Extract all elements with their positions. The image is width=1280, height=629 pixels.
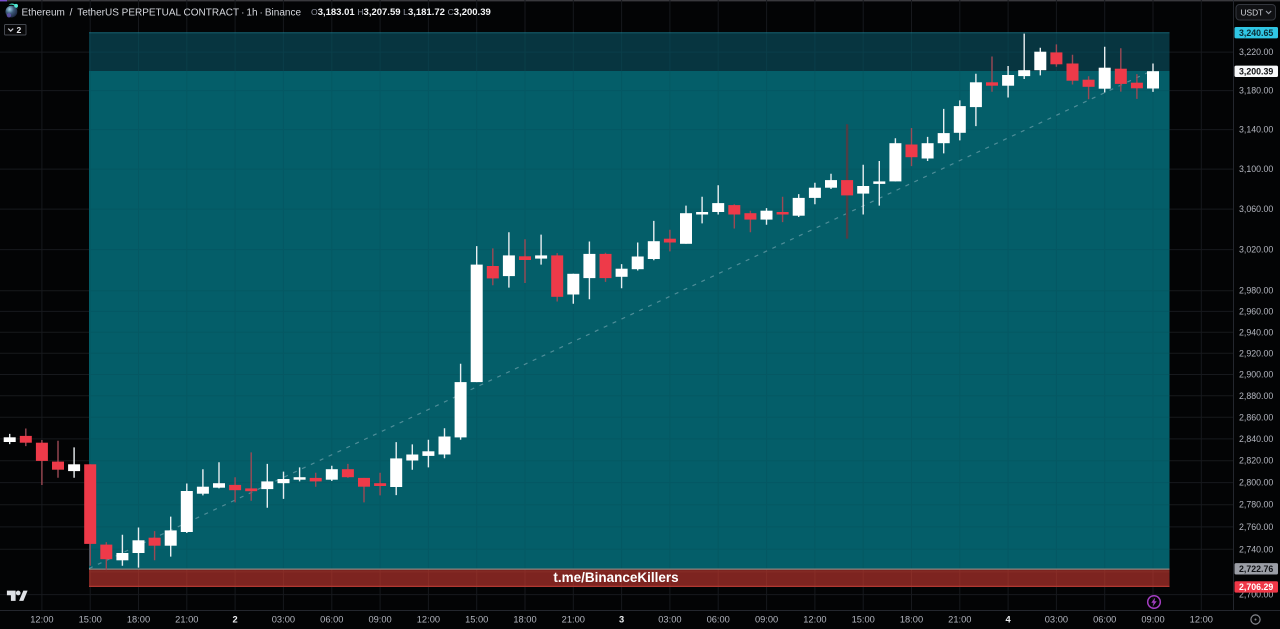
svg-text:12:00: 12:00 (803, 615, 826, 625)
svg-text:2: 2 (233, 615, 238, 625)
svg-text:09:00: 09:00 (368, 615, 391, 625)
svg-text:06:00: 06:00 (707, 615, 730, 625)
svg-text:2,706.29: 2,706.29 (1239, 582, 1273, 592)
svg-text:21:00: 21:00 (562, 615, 585, 625)
svg-text:06:00: 06:00 (1093, 615, 1116, 625)
svg-text:t.me/BinanceKillers: t.me/BinanceKillers (553, 570, 678, 585)
svg-text:18:00: 18:00 (513, 615, 536, 625)
svg-text:2,920.00: 2,920.00 (1239, 348, 1273, 358)
svg-text:15:00: 15:00 (852, 615, 875, 625)
svg-text:3,240.65: 3,240.65 (1239, 28, 1273, 38)
svg-text:2,880.00: 2,880.00 (1239, 391, 1273, 401)
svg-text:18:00: 18:00 (900, 615, 923, 625)
svg-text:12:00: 12:00 (417, 615, 440, 625)
svg-text:09:00: 09:00 (755, 615, 778, 625)
svg-text:3,060.00: 3,060.00 (1239, 204, 1273, 214)
svg-text:3,180.00: 3,180.00 (1239, 86, 1273, 96)
svg-text:03:00: 03:00 (1045, 615, 1068, 625)
svg-text:15:00: 15:00 (79, 615, 102, 625)
svg-text:2,960.00: 2,960.00 (1239, 306, 1273, 316)
svg-text:3,020.00: 3,020.00 (1239, 245, 1273, 255)
svg-text:2,722.76: 2,722.76 (1239, 564, 1273, 574)
svg-text:2,780.00: 2,780.00 (1239, 500, 1273, 510)
svg-text:2,760.00: 2,760.00 (1239, 522, 1273, 532)
svg-text:2,900.00: 2,900.00 (1239, 370, 1273, 380)
svg-text:2,800.00: 2,800.00 (1239, 478, 1273, 488)
svg-text:2,860.00: 2,860.00 (1239, 412, 1273, 422)
svg-text:12:00: 12:00 (1190, 615, 1213, 625)
svg-text:3,100.00: 3,100.00 (1239, 164, 1273, 174)
svg-text:21:00: 21:00 (948, 615, 971, 625)
svg-text:09:00: 09:00 (1141, 615, 1164, 625)
svg-text:O3,183.01 H3,207.59 L3,181.72: O3,183.01 H3,207.59 L3,181.72 C3,200.39 (311, 7, 491, 18)
svg-text:3,200.39: 3,200.39 (1239, 66, 1273, 76)
svg-text:2,940.00: 2,940.00 (1239, 327, 1273, 337)
svg-text:Ethereum / TetherUS PERPETUA: Ethereum / TetherUS PERPETUAL CONTRACT ·… (22, 7, 302, 18)
svg-text:18:00: 18:00 (127, 615, 150, 625)
svg-text:21:00: 21:00 (175, 615, 198, 625)
svg-text:06:00: 06:00 (320, 615, 343, 625)
svg-text:3,140.00: 3,140.00 (1239, 125, 1273, 135)
svg-text:4: 4 (1006, 615, 1012, 625)
svg-text:03:00: 03:00 (658, 615, 681, 625)
svg-text:2,820.00: 2,820.00 (1239, 456, 1273, 466)
svg-text:USDT: USDT (1241, 8, 1264, 18)
svg-text:3,220.00: 3,220.00 (1239, 47, 1273, 57)
svg-text:12:00: 12:00 (30, 615, 53, 625)
svg-text:2,740.00: 2,740.00 (1239, 544, 1273, 554)
svg-text:2,980.00: 2,980.00 (1239, 286, 1273, 296)
svg-text:03:00: 03:00 (272, 615, 295, 625)
svg-text:15:00: 15:00 (465, 615, 488, 625)
svg-text:3: 3 (619, 615, 624, 625)
svg-text:2,840.00: 2,840.00 (1239, 434, 1273, 444)
svg-text:2,700.00: 2,700.00 (1239, 590, 1273, 600)
svg-text:2: 2 (17, 25, 22, 35)
